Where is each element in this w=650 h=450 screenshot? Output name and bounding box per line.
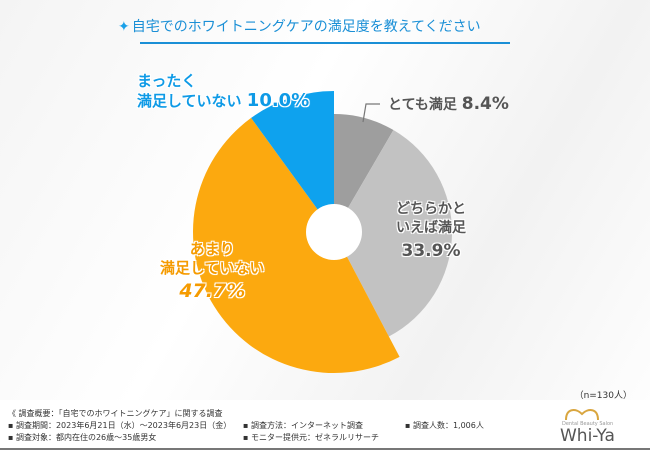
- slice-very-satisfied: [334, 114, 394, 232]
- label-not-at-all-satisfied: まったく 満足していない 10.0%: [137, 72, 310, 111]
- label-somewhat-satisfied: どちらかと いえば満足 33.9%: [396, 201, 466, 261]
- survey-period: ▪ 調査期間：2023年6月21日（水）～2023年6月23日（金）: [8, 421, 232, 430]
- survey-method: ▪ 調査方法：インターネット調査: [243, 421, 363, 430]
- pie-chart: [193, 91, 452, 373]
- whiya-logo: Dental Beauty Salon Whi-Ya: [556, 404, 636, 446]
- slice-not-very-satisfied: [193, 117, 400, 373]
- title-underline: [140, 42, 510, 44]
- survey-target: ▪ 調査対象：都内在住の26歳～35歳男女: [8, 433, 157, 442]
- label-very-satisfied: とても満足 8.4%: [388, 94, 509, 114]
- donut-hole: [306, 204, 362, 260]
- survey-count: ▪ 調査人数：1,006人: [405, 421, 484, 430]
- slice-somewhat-satisfied: [334, 130, 452, 337]
- survey-provider: ▪ モニター提供元：ゼネラルリサーチ: [243, 433, 379, 442]
- sparkle-icon: ✦: [118, 19, 130, 35]
- label-not-very-satisfied: あまり 満足していない 47.7%: [160, 240, 265, 302]
- slice-not-at-all-satisfied: [251, 91, 334, 232]
- survey-footer: 《 調査概要：「自宅でのホワイトニングケア」に関する調査 ▪ 調査期間：2023…: [0, 400, 650, 450]
- survey-overview: 《 調査概要：「自宅でのホワイトニングケア」に関する調査: [8, 409, 223, 418]
- sample-size: （n=130人）: [574, 391, 632, 401]
- chart-title: ✦ 自宅でのホワイトニングケアの満足度を教えてください: [118, 16, 481, 36]
- leader-line: [362, 103, 380, 123]
- title-text: 自宅でのホワイトニングケアの満足度を教えてください: [131, 19, 481, 35]
